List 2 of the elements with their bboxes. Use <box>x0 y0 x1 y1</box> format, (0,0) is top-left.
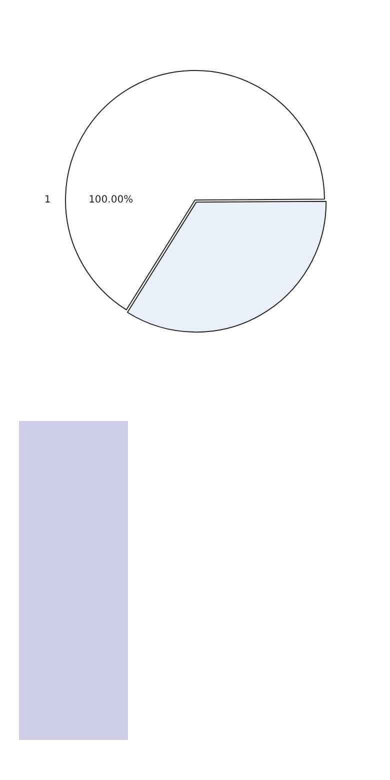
slice-label: 1 <box>44 194 51 206</box>
text: 100.00% <box>88 194 134 206</box>
